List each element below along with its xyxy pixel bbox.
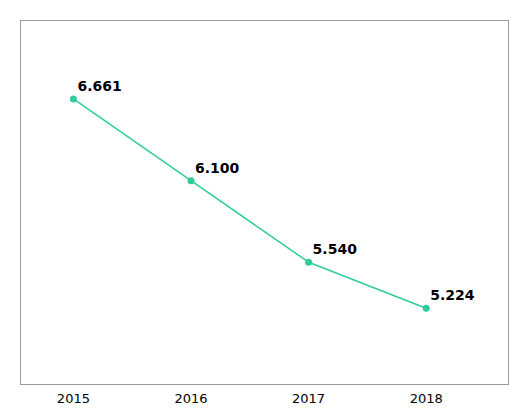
svg-text:5.224: 5.224 xyxy=(430,287,475,303)
svg-text:5.540: 5.540 xyxy=(313,241,358,257)
svg-text:6.100: 6.100 xyxy=(195,160,240,176)
svg-text:6.661: 6.661 xyxy=(77,78,121,94)
svg-text:2018: 2018 xyxy=(410,391,443,406)
svg-text:2015: 2015 xyxy=(57,391,90,406)
svg-text:2017: 2017 xyxy=(292,391,325,406)
svg-text:2016: 2016 xyxy=(174,391,207,406)
